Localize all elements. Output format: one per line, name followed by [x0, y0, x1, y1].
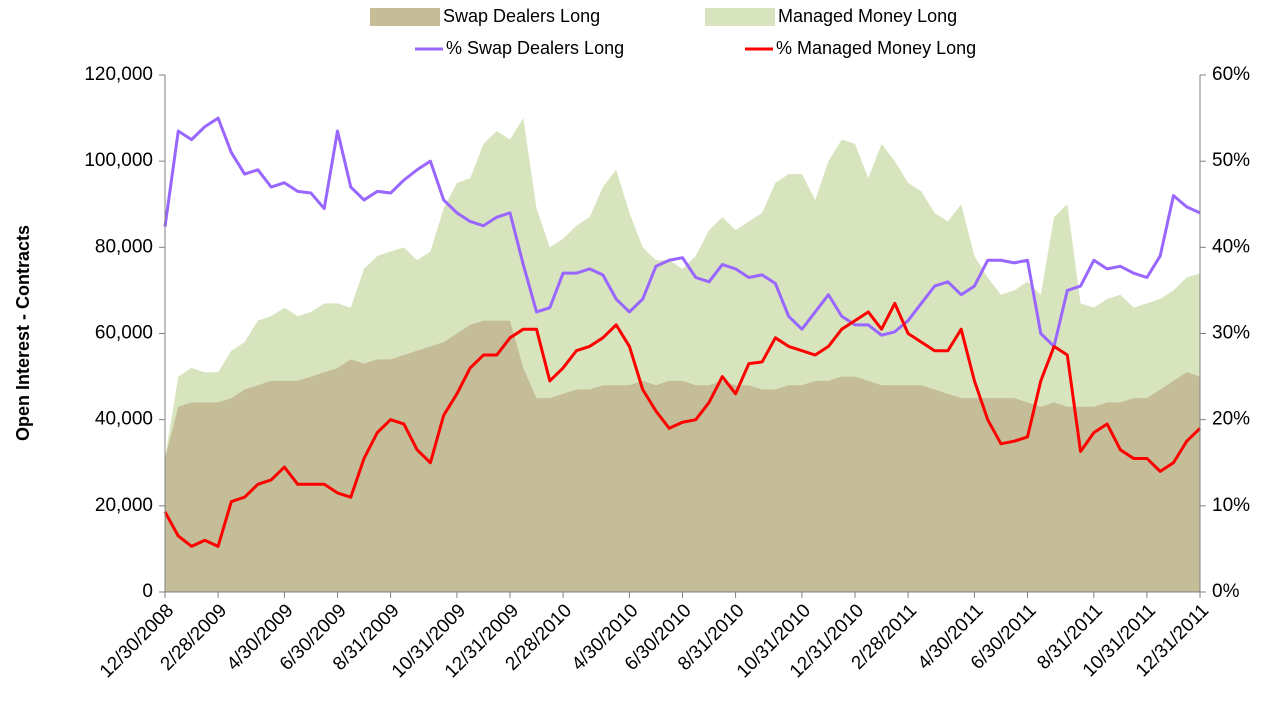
legend-label: % Managed Money Long — [776, 38, 976, 58]
y-tick-label: 100,000 — [84, 150, 153, 171]
y2-tick-label: 20% — [1212, 409, 1250, 430]
y2-tick-label: 40% — [1212, 236, 1250, 257]
y-tick-label: 80,000 — [95, 236, 153, 257]
y-tick-label: 20,000 — [95, 495, 153, 516]
y-tick-label: 120,000 — [84, 64, 153, 85]
area — [165, 320, 1200, 592]
y-tick-label: 40,000 — [95, 409, 153, 430]
legend-label: Managed Money Long — [778, 6, 957, 26]
legend-label: Swap Dealers Long — [443, 6, 600, 26]
y-axis-label: Open Interest - Contracts — [13, 225, 33, 441]
line — [163, 116, 1201, 348]
y2-tick-label: 50% — [1212, 150, 1250, 171]
y-tick-label: 60,000 — [95, 323, 153, 344]
legend-swatch — [705, 8, 775, 26]
y-tick-label: 0 — [142, 581, 153, 602]
line — [163, 301, 1202, 548]
y2-tick-label: 0% — [1212, 581, 1240, 602]
legend-label: % Swap Dealers Long — [446, 38, 624, 58]
y2-tick-label: 10% — [1212, 495, 1250, 516]
y2-tick-label: 60% — [1212, 64, 1250, 85]
lines — [163, 116, 1202, 548]
areas — [165, 118, 1200, 592]
y2-tick-label: 30% — [1212, 323, 1250, 344]
legend-swatch — [370, 8, 440, 26]
